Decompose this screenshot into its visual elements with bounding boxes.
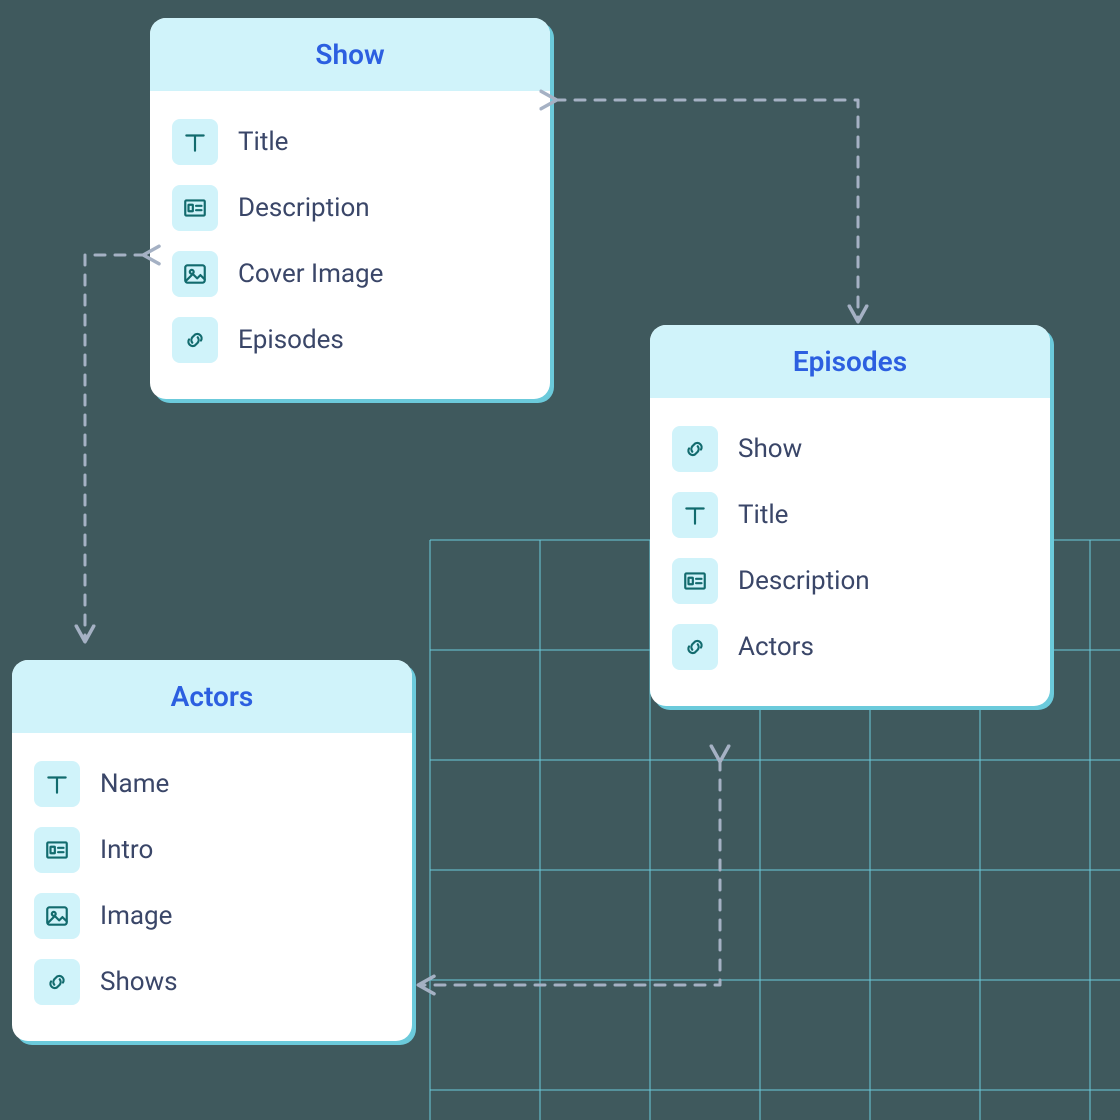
- field-label: Cover Image: [238, 259, 383, 289]
- link-icon: [172, 317, 218, 363]
- description-icon: [172, 185, 218, 231]
- link-icon: [34, 959, 80, 1005]
- field-row: Actors: [672, 614, 1028, 680]
- field-row: Description: [672, 548, 1028, 614]
- field-label: Title: [238, 127, 288, 157]
- description-icon: [34, 827, 80, 873]
- field-row: Description: [172, 175, 528, 241]
- diagram-canvas: Show Title Description Cover Image Episo…: [0, 0, 1120, 1120]
- link-icon: [672, 426, 718, 472]
- entity-card-actors: Actors Name Intro Image Shows: [12, 660, 412, 1041]
- field-row: Shows: [34, 949, 390, 1015]
- link-icon: [672, 624, 718, 670]
- field-row: Cover Image: [172, 241, 528, 307]
- field-label: Description: [238, 193, 370, 223]
- card-body: Name Intro Image Shows: [12, 733, 412, 1041]
- field-label: Image: [100, 901, 172, 931]
- field-label: Title: [738, 500, 788, 530]
- text-icon: [172, 119, 218, 165]
- entity-card-episodes: Episodes Show Title Description Actors: [650, 325, 1050, 706]
- field-row: Title: [672, 482, 1028, 548]
- image-icon: [172, 251, 218, 297]
- field-label: Actors: [738, 632, 814, 662]
- field-row: Title: [172, 109, 528, 175]
- card-title: Show: [150, 18, 550, 91]
- text-icon: [672, 492, 718, 538]
- card-body: Title Description Cover Image Episodes: [150, 91, 550, 399]
- card-body: Show Title Description Actors: [650, 398, 1050, 706]
- field-row: Name: [34, 751, 390, 817]
- field-label: Shows: [100, 967, 178, 997]
- field-label: Episodes: [238, 325, 344, 355]
- image-icon: [34, 893, 80, 939]
- field-row: Show: [672, 416, 1028, 482]
- field-row: Episodes: [172, 307, 528, 373]
- field-label: Description: [738, 566, 870, 596]
- description-icon: [672, 558, 718, 604]
- field-row: Intro: [34, 817, 390, 883]
- entity-card-show: Show Title Description Cover Image Episo…: [150, 18, 550, 399]
- field-label: Intro: [100, 835, 153, 865]
- card-title: Episodes: [650, 325, 1050, 398]
- field-row: Image: [34, 883, 390, 949]
- field-label: Name: [100, 769, 169, 799]
- field-label: Show: [738, 434, 802, 464]
- text-icon: [34, 761, 80, 807]
- card-title: Actors: [12, 660, 412, 733]
